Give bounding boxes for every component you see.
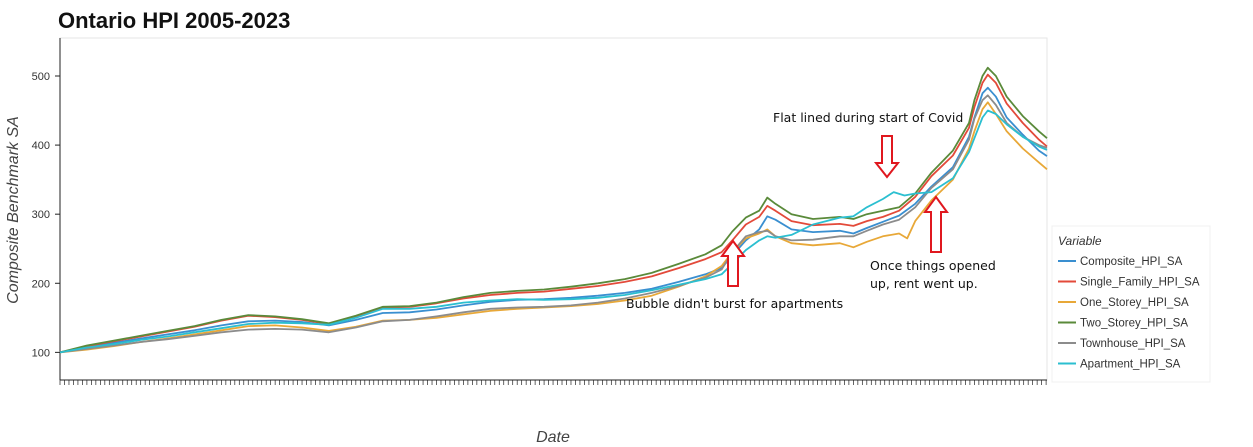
y-tick-label: 400 [32,140,50,152]
annotation-apartments-text: Bubble didn't burst for apartments [626,296,843,311]
annotation-apartments: Bubble didn't burst for apartments [626,239,843,311]
chart-title: Ontario HPI 2005-2023 [58,8,290,33]
legend-box [1051,225,1211,383]
y-tick-label: 300 [32,209,50,221]
plot-area [59,37,1048,381]
legend: Variable Composite_HPI_SA Single_Family_H… [1051,225,1211,383]
up-arrow-icon [923,195,949,253]
legend-items: Composite_HPI_SA Single_Family_HPI_SA One_… [1058,256,1200,371]
legend-label: Two_Storey_HPI_SA [1080,318,1188,330]
y-axis-label: Composite Benchmark SA [5,116,22,304]
series-layer [59,66,1048,354]
series-line-one-storey-hpi-sa [59,101,1048,354]
annotation-covid-text: Flat lined during start of Covid [773,110,963,125]
annotation-rent-text-line2: up, rent went up. [870,276,978,291]
legend-label: Apartment_HPI_SA [1080,359,1181,371]
y-tick-label: 500 [32,71,50,83]
x-minor-ticks [59,380,1047,385]
annotation-rent: Once things opened up, rent went up. [870,195,996,291]
legend-title: Variable [1058,234,1102,248]
y-tick-label: 200 [32,278,50,290]
series-line-apartment-hpi-sa [59,109,1048,354]
y-tick-label: 100 [32,347,50,359]
series-line-two-storey-hpi-sa [59,66,1048,354]
y-ticks: 100 200 300 400 500 [32,71,60,359]
annotation-covid: Flat lined during start of Covid [773,110,963,179]
legend-label: One_Storey_HPI_SA [1080,297,1189,309]
legend-label: Single_Family_HPI_SA [1080,277,1200,289]
legend-label: Composite_HPI_SA [1080,256,1183,268]
down-arrow-icon [873,135,901,179]
up-arrow-icon [720,239,746,287]
legend-label: Townhouse_HPI_SA [1080,338,1186,350]
x-axis-label: Date [536,429,570,446]
annotation-rent-text-line1: Once things opened [870,258,996,273]
series-line-townhouse-hpi-sa [59,94,1048,354]
